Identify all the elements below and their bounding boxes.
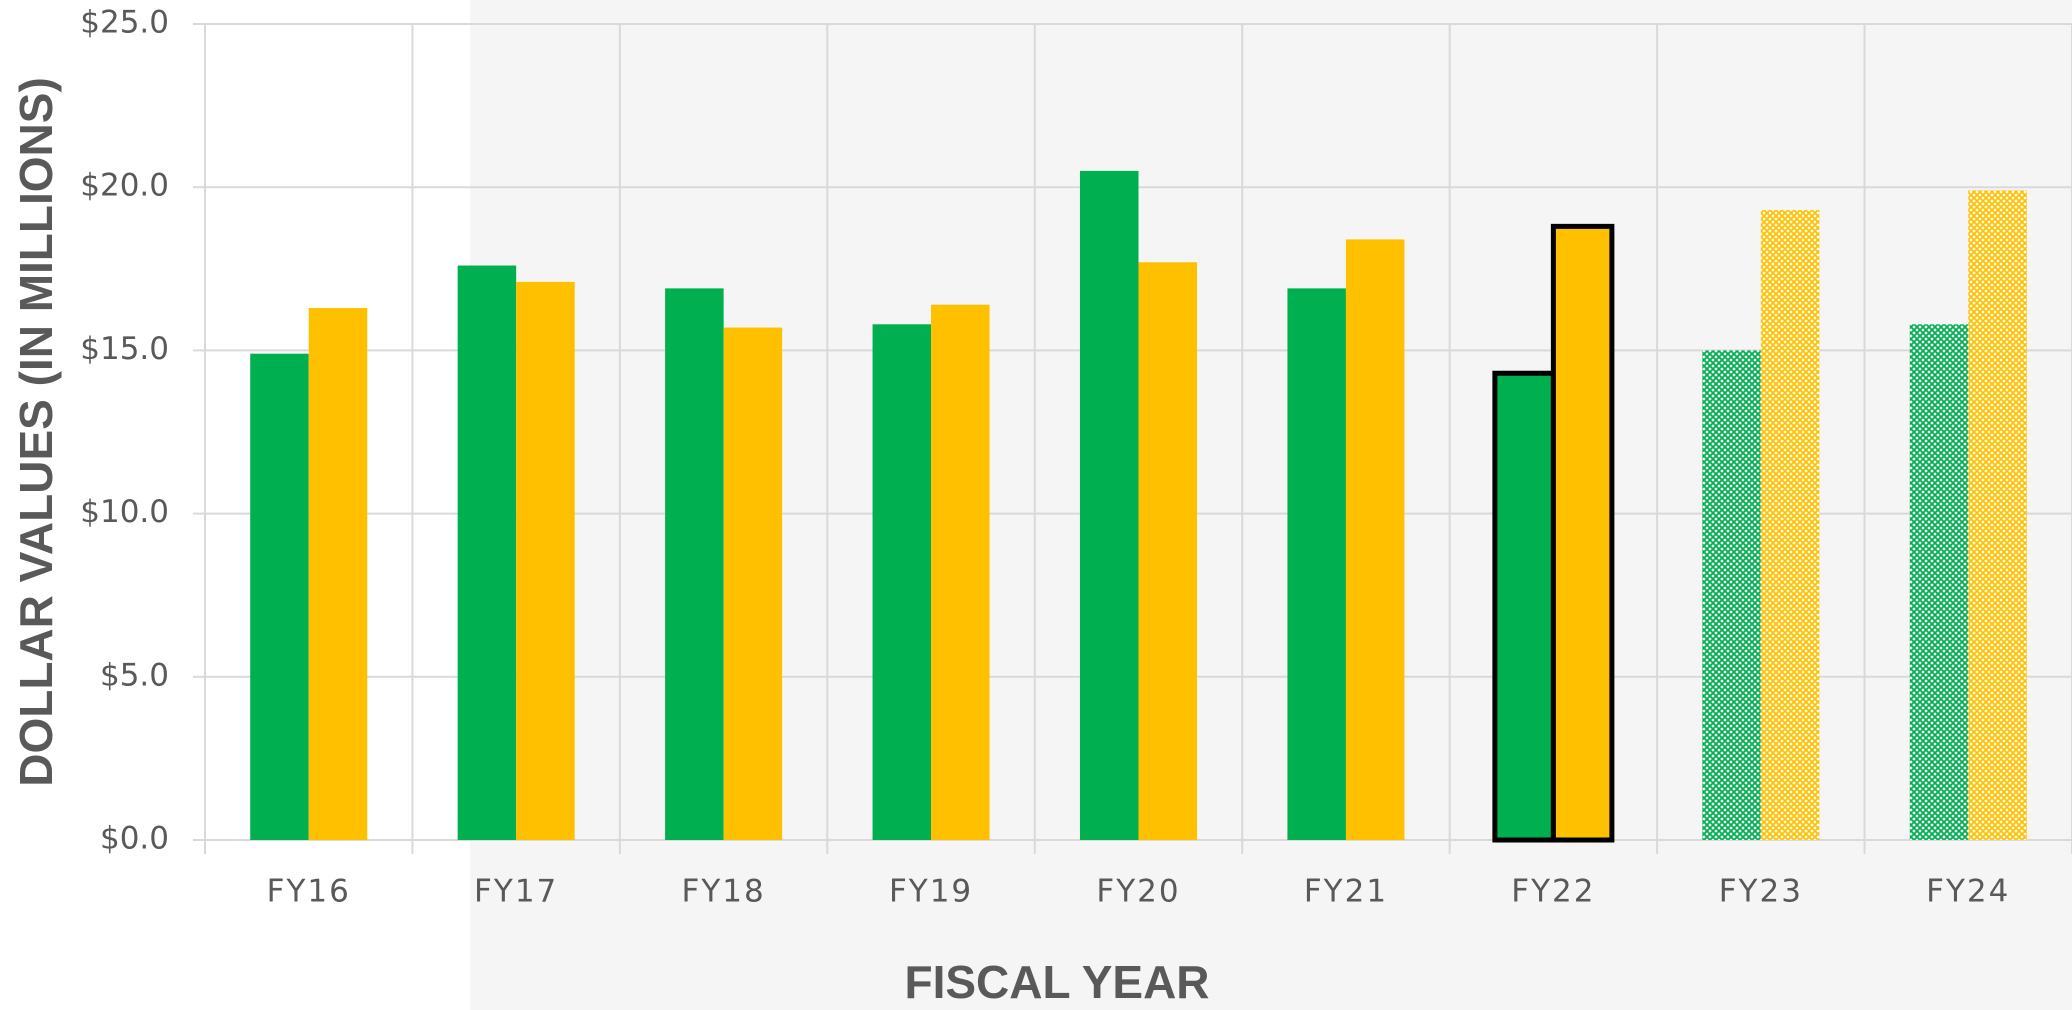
page: FISCAL YEAR DOLLAR VALUES (IN MILLIONS) … [0,0,2072,1010]
bar [724,328,782,840]
bar [931,305,989,840]
bar [516,282,574,840]
y-tick-label: $15.0 [80,331,169,367]
y-tick-label: $25.0 [80,5,169,41]
bar [1702,350,1760,840]
bar [1761,210,1819,840]
chart: FISCAL YEAR DOLLAR VALUES (IN MILLIONS) … [0,0,2072,1010]
bar [1287,288,1345,840]
x-tick-label: FY18 [682,874,766,910]
bar [1910,324,1968,840]
bar [250,354,308,840]
bar [1553,226,1611,840]
x-tick-label: FY17 [474,874,558,910]
y-tick-label: $0.0 [100,821,169,857]
bar [873,324,931,840]
x-tick-label: FY23 [1719,874,1803,910]
bar [1139,262,1197,840]
x-axis-title: FISCAL YEAR [904,956,1209,1008]
bar [1080,171,1138,840]
x-tick-label: FY20 [1096,874,1180,910]
y-tick-label: $10.0 [80,494,169,530]
bar [1968,190,2026,840]
bar [1346,239,1404,840]
x-tick-label: FY16 [267,874,351,910]
x-tick-label: FY22 [1511,874,1595,910]
bar [309,308,367,840]
y-tick-label: $5.0 [100,657,169,693]
bar [1495,373,1553,840]
x-tick-label: FY21 [1304,874,1388,910]
bar [458,266,516,840]
x-tick-label: FY19 [889,874,973,910]
bar [665,288,723,840]
y-tick-label: $20.0 [80,168,169,204]
x-tick-label: FY24 [1926,874,2010,910]
y-axis-title: DOLLAR VALUES (IN MILLIONS) [10,77,62,787]
